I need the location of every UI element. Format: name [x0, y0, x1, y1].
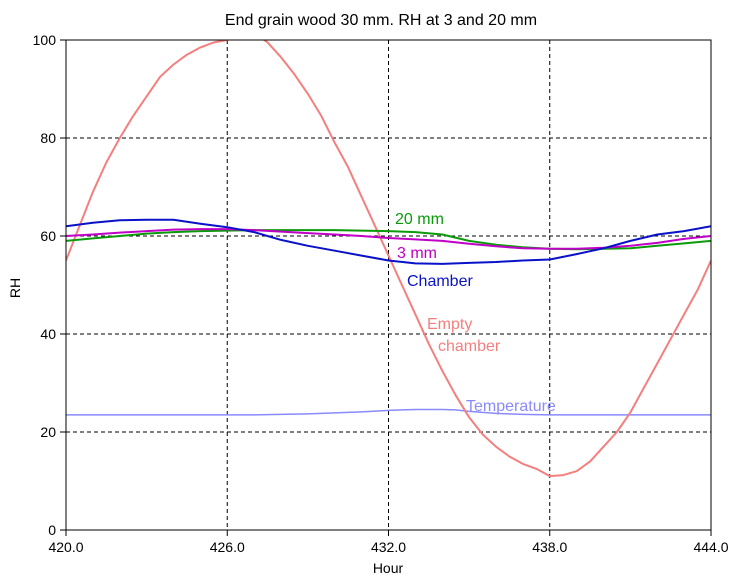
- grid-lines: [66, 40, 711, 530]
- x-tick-label: 444.0: [693, 539, 728, 555]
- y-axis-label: RH: [7, 278, 23, 298]
- series-label-3-mm: 3 mm: [397, 245, 437, 262]
- axis-ticks: 420.0 426.0 432.0 438.0 444.0 0 20 40 60 80 100: [33, 32, 729, 555]
- y-tick-label: 40: [40, 326, 56, 342]
- x-axis-label: Hour: [373, 560, 404, 576]
- series-line-chamber: [66, 218, 711, 265]
- y-tick-label: 0: [48, 522, 56, 538]
- series-annotations: Empty chamber Chamber 3 mm 20 mm Temperature: [395, 211, 556, 415]
- series-label-empty-chamber: Empty: [427, 316, 472, 333]
- series-label-20-mm: 20 mm: [395, 211, 444, 228]
- series-label-empty-chamber: chamber: [438, 338, 501, 355]
- y-tick-label: 80: [40, 130, 56, 146]
- x-tick-label: 438.0: [532, 539, 567, 555]
- y-tick-label: 100: [33, 32, 57, 48]
- series-layer: [66, 40, 711, 478]
- x-tick-label: 432.0: [371, 539, 406, 555]
- y-tick-label: 60: [40, 228, 56, 244]
- series-line-temperature: [66, 408, 711, 416]
- series-label-temperature: Temperature: [466, 398, 556, 415]
- x-tick-label: 426.0: [210, 539, 245, 555]
- y-tick-label: 20: [40, 424, 56, 440]
- chart-title: End grain wood 30 mm. RH at 3 and 20 mm: [225, 12, 537, 29]
- series-line-empty-chamber: [66, 40, 711, 478]
- x-tick-label: 420.0: [48, 539, 83, 555]
- series-label-chamber: Chamber: [407, 273, 473, 290]
